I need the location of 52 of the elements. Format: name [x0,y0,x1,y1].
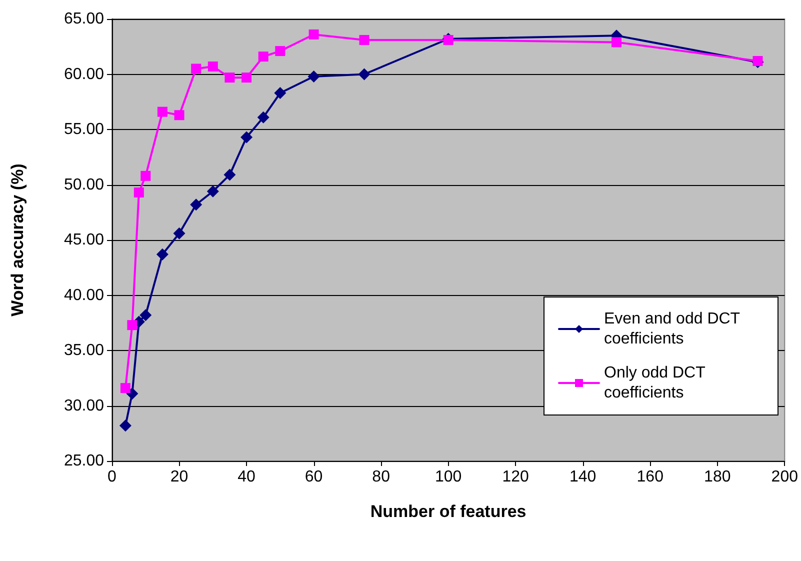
x-tick-label: 60 [304,468,323,486]
x-tick-label: 180 [704,468,731,486]
legend-label: Even and odd DCT coefficients [604,310,744,348]
y-tick-label: 65.00 [64,10,104,28]
point [308,70,320,82]
y-tick-label: 35.00 [64,342,104,359]
point [752,56,763,66]
y-tick-label: 60.00 [64,66,104,83]
x-tick-label: 100 [434,468,462,486]
point [134,187,144,198]
y-tick-label: 50.00 [64,176,104,194]
point [156,248,168,260]
x-tick-label: 20 [170,468,188,486]
point [611,37,622,48]
y-tick-label: 40.00 [64,286,104,304]
point [157,106,168,117]
point [140,309,152,322]
point [190,198,202,211]
point [206,185,219,198]
point [257,111,270,124]
point [308,29,319,40]
y-tick-label: 45.00 [64,232,104,248]
x-tick-label: 140 [570,468,596,486]
point [140,170,151,181]
point [240,131,253,144]
point [224,168,236,181]
y-tick-label: 55.00 [64,121,104,138]
point [173,227,186,240]
point [224,72,235,83]
point [174,110,184,120]
point [208,62,218,72]
y-tick-label: 30.00 [64,397,104,414]
x-tick-label: 200 [771,468,798,486]
legend-label: Only odd DCT coefficients [604,364,710,402]
y-axis-title: Word accuracy (%) [8,164,27,316]
x-tick-label: 80 [372,468,390,486]
point [275,46,286,56]
point [119,420,132,432]
x-tick-label: 40 [238,468,256,486]
point [127,320,138,330]
x-axis-title: Number of features [370,502,526,521]
point [358,68,370,80]
point [120,383,130,394]
point [258,52,268,62]
x-tick-label: 160 [636,468,664,486]
point [274,87,286,100]
x-tick-label: 120 [502,468,530,486]
y-tick-label: 25.00 [64,452,104,470]
x-tick-label: 0 [108,468,117,486]
point [191,64,202,74]
point [359,34,370,45]
point [242,72,252,83]
